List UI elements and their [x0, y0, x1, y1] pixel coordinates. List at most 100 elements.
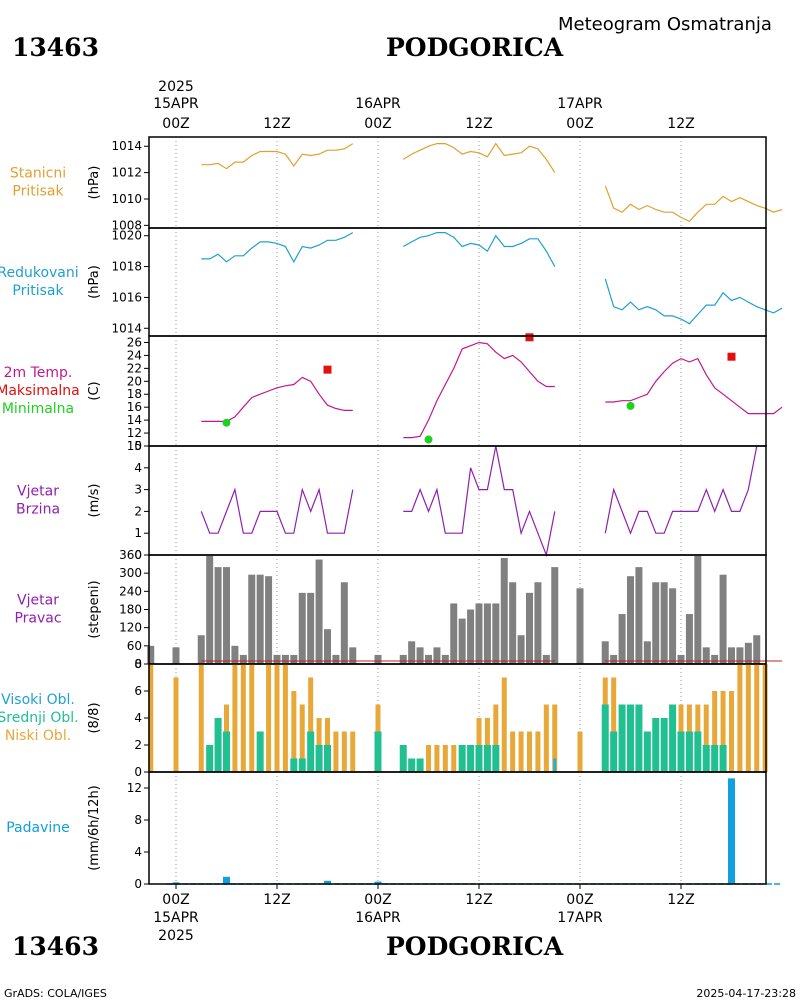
- y-tick-label: 120: [119, 621, 142, 635]
- low-cloud-bar: [501, 677, 507, 772]
- mid-cloud-bar: [483, 745, 491, 772]
- wind-direction-bar: [627, 576, 634, 664]
- low-cloud-bar: [720, 691, 726, 772]
- mid-cloud-bar: [315, 745, 323, 772]
- y-tick-label: 20: [127, 374, 142, 388]
- y-tick-label: 0: [134, 657, 142, 671]
- hour-label-bottom: 12Z: [667, 892, 694, 908]
- low-cloud-bar: [266, 664, 272, 772]
- wind-direction-bar: [509, 582, 517, 664]
- precip-bar: [324, 880, 331, 884]
- year-label-bottom: 2025: [158, 928, 194, 944]
- y-tick-label: 0: [134, 548, 142, 562]
- y-tick-label: 1016: [111, 290, 142, 304]
- low-cloud-bar: [518, 731, 524, 772]
- mid-cloud-bar: [374, 731, 382, 772]
- wind-direction-bar: [374, 654, 382, 664]
- wind-direction-bar: [643, 641, 651, 664]
- y-tick-label: 8: [134, 813, 142, 827]
- wind-direction-bar: [265, 576, 273, 664]
- wind-direction-bar: [753, 635, 761, 664]
- y-tick-label: 4: [134, 711, 142, 725]
- y-tick-label: 2: [134, 504, 142, 518]
- panel-label: 2m Temp.: [4, 365, 73, 381]
- max-temp-marker: [727, 352, 736, 361]
- wind-direction-bar: [197, 635, 205, 664]
- generation-timestamp: 2025-04-17-23:28: [696, 987, 796, 1000]
- series-line: [403, 232, 556, 267]
- y-tick-label: 18: [127, 387, 142, 401]
- station-id-top: 13463: [12, 33, 99, 62]
- low-cloud-bar: [754, 664, 760, 772]
- wind-direction-bar: [483, 603, 491, 664]
- wind-direction-bar: [500, 558, 508, 664]
- low-cloud-bar: [341, 731, 347, 772]
- y-tick-label: 0: [134, 765, 142, 779]
- low-cloud-bar: [543, 704, 549, 772]
- mid-cloud-bar: [399, 745, 407, 772]
- low-cloud-bar: [442, 745, 448, 772]
- panel-label: Niski Obl.: [5, 728, 71, 744]
- low-cloud-bar: [148, 664, 154, 772]
- y-tick-label: 60: [127, 639, 142, 653]
- wind-direction-bar: [290, 654, 298, 664]
- wind-direction-bar: [660, 582, 668, 664]
- low-cloud-bar: [333, 731, 339, 772]
- wind-direction-bar: [492, 603, 500, 664]
- y-tick-label: 1018: [111, 260, 142, 274]
- low-cloud-bar: [232, 664, 238, 772]
- day-label-top: 17APR: [557, 96, 603, 112]
- max-temp-marker: [525, 333, 534, 342]
- min-temp-marker: [222, 418, 231, 427]
- hour-label-bottom: 12Z: [465, 892, 492, 908]
- low-cloud-bar: [434, 745, 440, 772]
- hour-label-top: 00Z: [162, 116, 189, 132]
- hour-label-top: 12Z: [263, 116, 290, 132]
- wind-direction-bar: [694, 555, 702, 664]
- low-cloud-bar: [299, 704, 305, 772]
- mid-cloud-bar: [324, 745, 331, 772]
- y-axis-label: (mm/6h/12h): [87, 785, 102, 871]
- panel-label: Minimalna: [2, 401, 74, 417]
- y-tick-label: 1014: [111, 321, 142, 335]
- series-line: [604, 278, 783, 325]
- precip-bar: [172, 882, 180, 884]
- y-axis-label: (C): [87, 381, 102, 400]
- wind-direction-bar: [669, 588, 677, 664]
- mid-cloud-bar: [711, 745, 719, 772]
- min-temp-marker: [424, 435, 433, 444]
- y-axis-label: (hPa): [87, 265, 102, 299]
- low-cloud-bar: [426, 745, 431, 772]
- mid-cloud-bar: [702, 745, 710, 772]
- y-tick-label: 240: [119, 584, 142, 598]
- hour-label-bottom: 12Z: [263, 892, 290, 908]
- y-tick-label: 1008: [111, 218, 142, 232]
- panel-label: Pritisak: [12, 283, 64, 299]
- precip-bar: [374, 881, 382, 884]
- y-tick-label: 360: [119, 548, 142, 562]
- wind-direction-bar: [702, 647, 710, 664]
- panel-frame: [148, 771, 767, 885]
- low-cloud-bar: [451, 745, 457, 772]
- low-cloud-bar: [745, 664, 751, 772]
- wind-direction-bar: [685, 614, 693, 664]
- y-tick-label: 1014: [111, 139, 142, 153]
- y-axis-label: (stepeni): [87, 580, 102, 638]
- mid-cloud-bar: [290, 758, 298, 772]
- wind-direction-bar: [450, 603, 458, 664]
- panel-frame: [148, 445, 767, 556]
- hour-label-bottom: 00Z: [566, 892, 593, 908]
- wind-direction-bar: [441, 654, 449, 664]
- station-id-bottom: 13463: [12, 932, 99, 961]
- wind-direction-bar: [408, 641, 416, 664]
- wind-direction-bar: [147, 645, 155, 664]
- high-cloud-bar: [553, 758, 557, 772]
- low-cloud-bar: [274, 664, 280, 772]
- day-label-top: 15APR: [153, 96, 199, 112]
- mid-cloud-bar: [467, 745, 475, 772]
- mid-cloud-bar: [618, 704, 626, 772]
- mid-cloud-bar: [298, 758, 306, 772]
- series-line: [403, 445, 556, 558]
- series-line: [200, 487, 354, 534]
